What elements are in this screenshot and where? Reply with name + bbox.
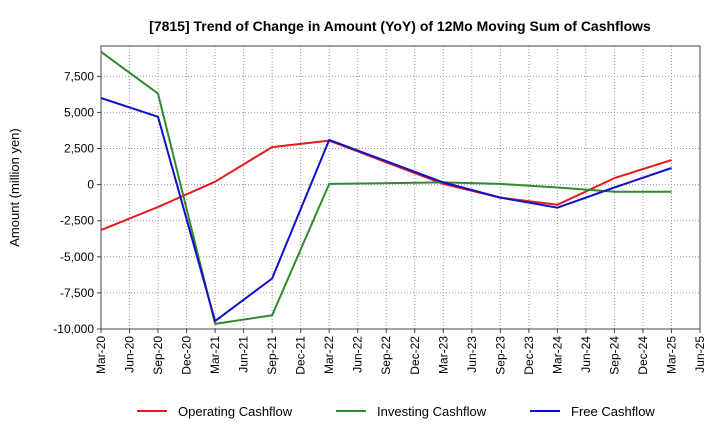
x-tick-label: Sep-20 xyxy=(151,336,165,375)
y-tick-label: 0 xyxy=(87,178,94,192)
y-tick-label: -5,000 xyxy=(60,250,94,264)
series-line-investing-cashflow xyxy=(100,50,672,325)
y-tick-label: 2,500 xyxy=(64,142,94,156)
x-tick-label: Mar-24 xyxy=(550,336,564,374)
plot-frame xyxy=(100,45,701,330)
chart-title: [7815] Trend of Change in Amount (YoY) o… xyxy=(149,18,651,34)
x-tick-label: Sep-21 xyxy=(265,336,279,375)
x-tick-label: Mar-22 xyxy=(322,336,336,374)
series-line-free-cashflow xyxy=(100,97,672,323)
x-tick-label: Dec-22 xyxy=(408,336,422,375)
x-tick-label: Jun-22 xyxy=(351,336,365,373)
x-tick-label: Sep-24 xyxy=(607,336,621,375)
legend-label: Operating Cashflow xyxy=(178,404,293,419)
legend: Operating Cashflow Investing Cashflow Free… xyxy=(137,404,655,419)
legend-label: Free Cashflow xyxy=(571,404,655,419)
x-tick-label: Jun-23 xyxy=(465,336,479,373)
x-tick-label: Jun-25 xyxy=(693,336,707,373)
x-tick-label: Sep-22 xyxy=(379,336,393,375)
grid-layer xyxy=(101,46,700,330)
legend-label: Investing Cashflow xyxy=(377,404,487,419)
x-tick-label: Dec-23 xyxy=(522,336,536,375)
y-tick-label: -7,500 xyxy=(60,286,94,300)
y-tick-label: -2,500 xyxy=(60,214,94,228)
x-tick-label: Dec-20 xyxy=(180,336,194,375)
x-tick-label: Jun-20 xyxy=(123,336,137,373)
x-tick-label: Sep-23 xyxy=(493,336,507,375)
x-tick-label: Jun-21 xyxy=(237,336,251,373)
x-tick-label: Mar-25 xyxy=(664,336,678,374)
x-tick-label: Jun-24 xyxy=(579,336,593,373)
x-tick-label: Mar-23 xyxy=(436,336,450,374)
x-tick-label: Mar-21 xyxy=(208,336,222,374)
series-line-operating-cashflow xyxy=(100,139,672,232)
x-tick-label: Dec-24 xyxy=(636,336,650,375)
axis-layer: -10,000 -7,500 -5,000 -2,500 0 2,500 5,000 7,50… xyxy=(53,45,707,375)
x-tick-label: Dec-21 xyxy=(294,336,308,375)
y-tick-label: -10,000 xyxy=(53,322,94,336)
x-tick-label: Mar-20 xyxy=(94,336,108,374)
y-axis-label: Amount (million yen) xyxy=(7,128,22,247)
series-layer xyxy=(100,50,672,325)
y-tick-label: 5,000 xyxy=(64,105,94,119)
y-tick-label: 7,500 xyxy=(64,69,94,83)
